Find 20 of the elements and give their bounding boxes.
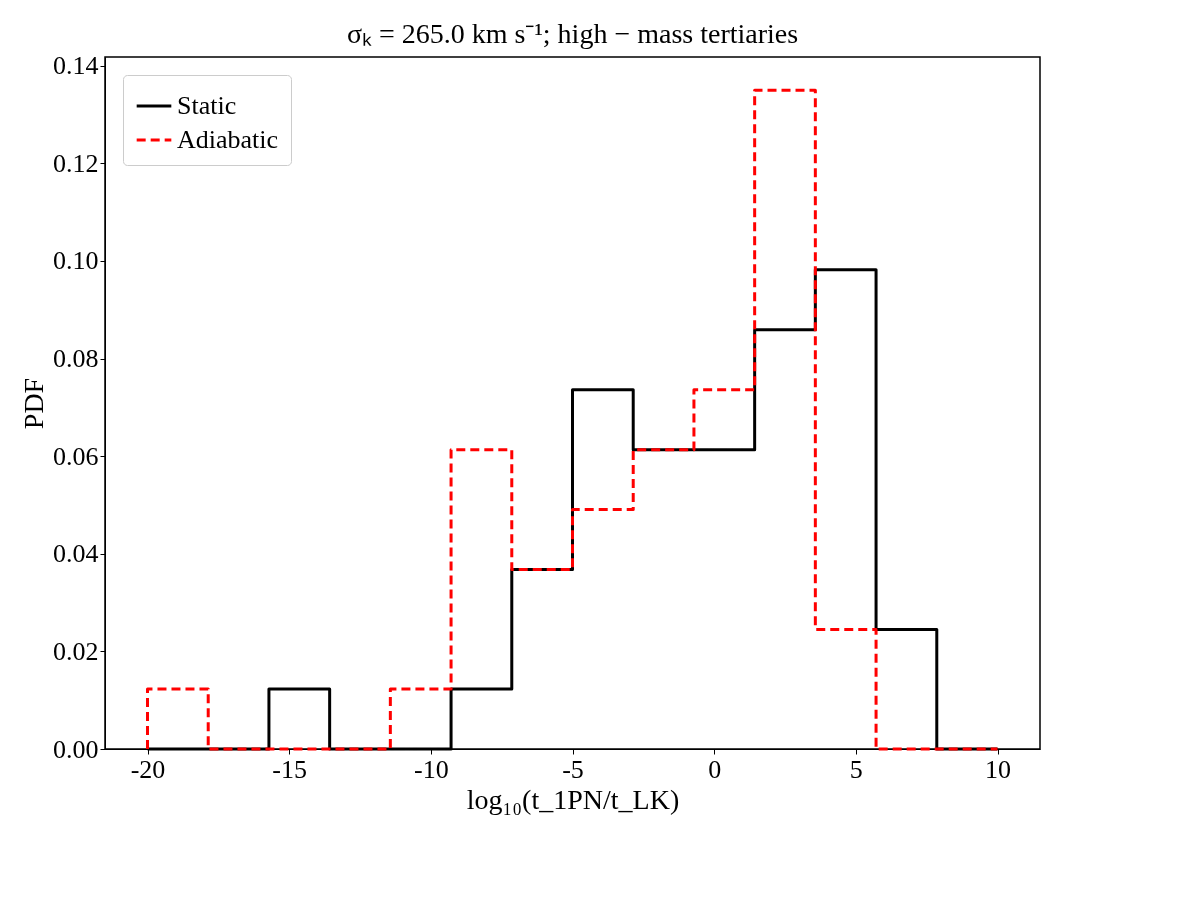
- legend-label: Adiabatic: [177, 125, 279, 154]
- legend-label: Static: [177, 91, 237, 120]
- x-axis-title: log₁₀(t_1PN/t_LK): [466, 783, 680, 815]
- x-tick-label: 10: [985, 754, 1011, 784]
- y-tick-label: 0.08: [53, 344, 99, 374]
- x-tick-label: -20: [130, 754, 166, 784]
- y-tick-label: 0.12: [53, 148, 99, 178]
- y-tick-label: 0.02: [53, 636, 99, 666]
- x-tick-label: -15: [272, 754, 307, 784]
- chart-title: σₖ = 265.0 km s⁻¹; high − mass tertiaries: [346, 17, 799, 49]
- y-tick-label: 0.04: [53, 539, 99, 569]
- x-tick-label: 0: [708, 754, 722, 784]
- y-axis-title: PDF: [18, 377, 49, 430]
- y-tick-label: 0.10: [53, 246, 99, 276]
- y-tick-label: 0.06: [53, 441, 99, 471]
- y-tick-label: 0.14: [53, 51, 99, 81]
- y-tick-label: 0.00: [53, 734, 99, 764]
- x-tick-label: 5: [849, 754, 863, 784]
- x-tick-label: -10: [414, 754, 449, 784]
- x-tick-label: -5: [562, 754, 584, 784]
